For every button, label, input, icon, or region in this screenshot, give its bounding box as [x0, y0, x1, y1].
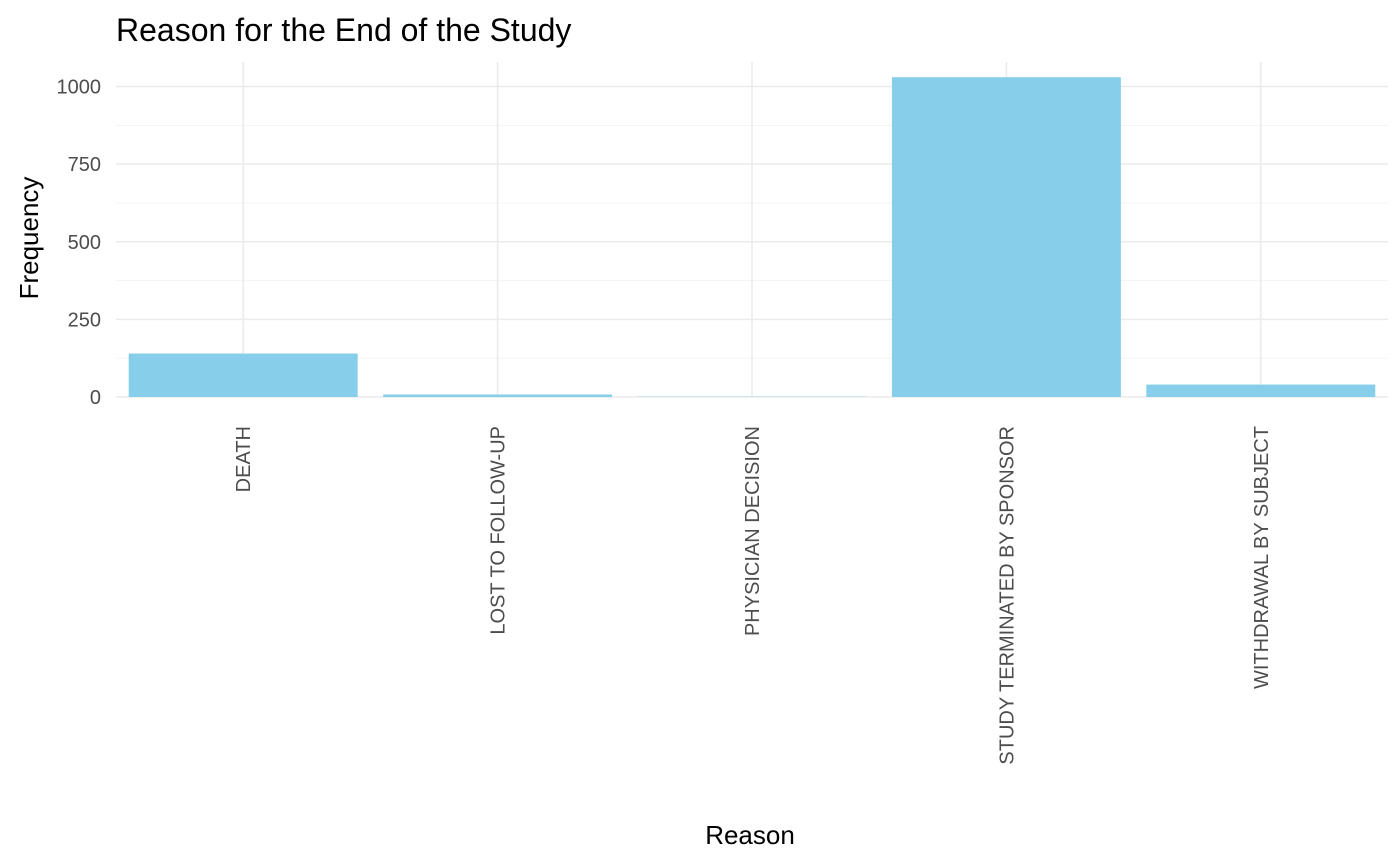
- bar: [891, 77, 1121, 397]
- x-tick-label: WITHDRAWAL BY SUBJECT: [1251, 426, 1273, 689]
- x-axis-title: Reason: [705, 820, 795, 850]
- bars-layer: [128, 77, 1376, 397]
- y-tick-label: 0: [90, 387, 101, 409]
- x-tick-label: LOST TO FOLLOW-UP: [488, 426, 510, 635]
- grid-layer: [116, 62, 1388, 398]
- bar: [1146, 384, 1376, 397]
- y-tick-labels: 0 250 500 750 1000: [57, 77, 102, 410]
- x-tick-label: DEATH: [233, 426, 255, 492]
- y-tick-label: 750: [68, 154, 101, 176]
- chart-title: Reason for the End of the Study: [116, 12, 571, 48]
- y-axis-title: Frequency: [14, 177, 44, 300]
- y-tick-label: 500: [68, 232, 101, 254]
- y-tick-label: 250: [68, 309, 101, 331]
- bar: [383, 394, 613, 397]
- x-tick-labels: DEATH LOST TO FOLLOW-UP PHYSICIAN DECISION…: [233, 426, 1273, 765]
- x-tick-label: PHYSICIAN DECISION: [742, 426, 764, 636]
- x-tick-label: STUDY TERMINATED BY SPONSOR: [996, 426, 1018, 765]
- bar: [128, 353, 358, 397]
- y-tick-label: 1000: [57, 77, 102, 99]
